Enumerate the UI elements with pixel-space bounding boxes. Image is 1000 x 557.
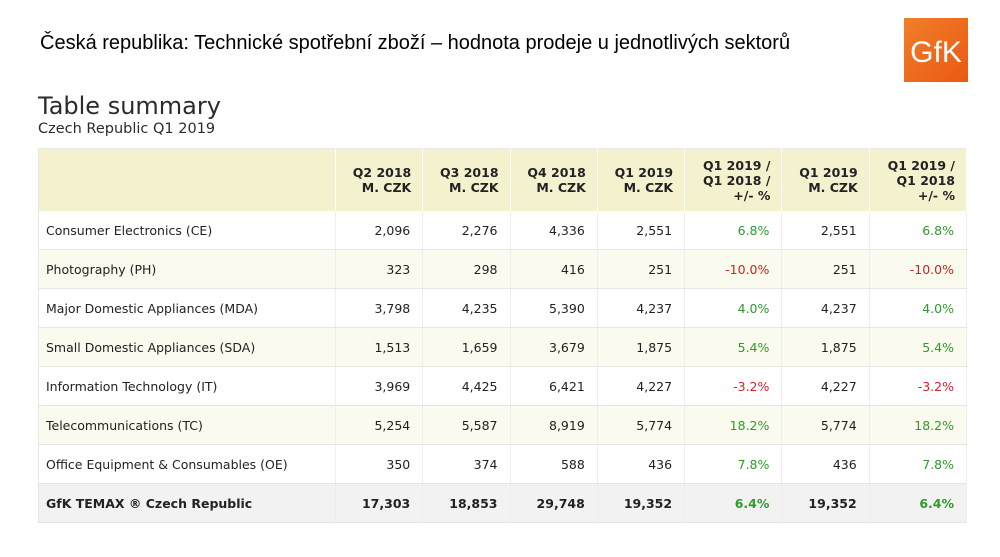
value-cell: 3,679 — [510, 327, 598, 367]
row-label: Office Equipment & Consumables (OE) — [38, 444, 336, 484]
change-cell: 6.8% — [684, 211, 783, 250]
value-cell: 2,096 — [335, 211, 424, 250]
table-row: Information Technology (IT) 3,969 4,425 6,4… — [38, 366, 968, 406]
section-title: Table summary — [38, 92, 221, 120]
header-cell: Q1 2019 / Q1 2018 +/- % — [869, 148, 968, 211]
value-cell: 251 — [597, 249, 686, 289]
value-cell: 4,425 — [422, 366, 511, 406]
header-cell: Q1 2019 M. CZK — [597, 148, 686, 211]
value-cell: 18,853 — [422, 483, 511, 523]
value-cell: 4,227 — [597, 366, 686, 406]
value-cell: 298 — [422, 249, 511, 289]
change-cell: -10.0% — [684, 249, 783, 289]
change-cell: 18.2% — [684, 405, 783, 445]
value-cell: 5,774 — [597, 405, 686, 445]
value-cell: 323 — [335, 249, 424, 289]
gfk-logo: GfK — [904, 18, 968, 82]
value-cell: 2,551 — [781, 211, 870, 250]
value-cell: 251 — [781, 249, 870, 289]
row-label: Information Technology (IT) — [38, 366, 336, 406]
row-label: Telecommunications (TC) — [38, 405, 336, 445]
value-cell: 5,774 — [781, 405, 870, 445]
table-row: Telecommunications (TC) 5,254 5,587 8,919 5,… — [38, 405, 968, 445]
value-cell: 436 — [781, 444, 870, 484]
value-cell: 374 — [422, 444, 511, 484]
summary-table: Q2 2018 M. CZK Q3 2018 M. CZK Q4 2018 M. C… — [38, 148, 968, 523]
value-cell: 436 — [597, 444, 686, 484]
row-label: Small Domestic Appliances (SDA) — [38, 327, 336, 367]
value-cell: 4,237 — [781, 288, 870, 328]
value-cell: 4,237 — [597, 288, 686, 328]
header-cell: Q3 2018 M. CZK — [422, 148, 511, 211]
change-cell: 7.8% — [869, 444, 968, 484]
table-row: Office Equipment & Consumables (OE) 350 37… — [38, 444, 968, 484]
value-cell: 4,227 — [781, 366, 870, 406]
value-cell: 2,276 — [422, 211, 511, 250]
value-cell: 5,254 — [335, 405, 424, 445]
value-cell: 588 — [510, 444, 598, 484]
value-cell: 6,421 — [510, 366, 598, 406]
row-label: GfK TEMAX ® Czech Republic — [38, 483, 336, 523]
table-row: Small Domestic Appliances (SDA) 1,513 1,65… — [38, 327, 968, 367]
table-header-row: Q2 2018 M. CZK Q3 2018 M. CZK Q4 2018 M. C… — [38, 148, 968, 211]
row-label: Photography (PH) — [38, 249, 336, 289]
value-cell: 5,390 — [510, 288, 598, 328]
row-label: Major Domestic Appliances (MDA) — [38, 288, 336, 328]
header-cell-category — [38, 148, 336, 211]
header-cell: Q1 2019 M. CZK — [781, 148, 870, 211]
table-body: Consumer Electronics (CE) 2,096 2,276 4,336… — [38, 211, 968, 523]
table-row: Photography (PH) 323 298 416 251 -10.0% 251 -10… — [38, 249, 968, 289]
row-label: Consumer Electronics (CE) — [38, 211, 336, 250]
change-cell: 6.8% — [869, 211, 968, 250]
change-cell: 6.4% — [869, 483, 968, 523]
change-cell: 5.4% — [869, 327, 968, 367]
value-cell: 19,352 — [781, 483, 870, 523]
value-cell: 1,659 — [422, 327, 511, 367]
change-cell: 4.0% — [869, 288, 968, 328]
table-row: Major Domestic Appliances (MDA) 3,798 4,23… — [38, 288, 968, 328]
change-cell: 7.8% — [684, 444, 783, 484]
value-cell: 19,352 — [597, 483, 686, 523]
value-cell: 8,919 — [510, 405, 598, 445]
value-cell: 17,303 — [335, 483, 424, 523]
header-cell: Q2 2018 M. CZK — [335, 148, 424, 211]
header-cell: Q4 2018 M. CZK — [510, 148, 598, 211]
gfk-logo-icon: GfK — [910, 36, 962, 69]
change-cell: -10.0% — [869, 249, 968, 289]
value-cell: 1,875 — [597, 327, 686, 367]
value-cell: 350 — [335, 444, 424, 484]
change-cell: 5.4% — [684, 327, 783, 367]
value-cell: 3,798 — [335, 288, 424, 328]
value-cell: 1,875 — [781, 327, 870, 367]
change-cell: 6.4% — [684, 483, 783, 523]
change-cell: -3.2% — [869, 366, 968, 406]
value-cell: 416 — [510, 249, 598, 289]
value-cell: 2,551 — [597, 211, 686, 250]
value-cell: 4,235 — [422, 288, 511, 328]
change-cell: 18.2% — [869, 405, 968, 445]
header-cell: Q1 2019 / Q1 2018 / +/- % — [684, 148, 783, 211]
section-subtitle: Czech Republic Q1 2019 — [38, 121, 216, 137]
value-cell: 5,587 — [422, 405, 511, 445]
gfk-logo-text: GfK — [910, 36, 962, 69]
value-cell: 1,513 — [335, 327, 424, 367]
value-cell: 4,336 — [510, 211, 598, 250]
table-row: Consumer Electronics (CE) 2,096 2,276 4,336… — [38, 211, 968, 250]
change-cell: -3.2% — [684, 366, 783, 406]
value-cell: 3,969 — [335, 366, 424, 406]
page-headline: Česká republika: Technické spotřební zbo… — [40, 32, 791, 54]
change-cell: 4.0% — [684, 288, 783, 328]
table-total-row: GfK TEMAX ® Czech Republic 17,303 18,853 29… — [38, 483, 968, 523]
value-cell: 29,748 — [510, 483, 598, 523]
